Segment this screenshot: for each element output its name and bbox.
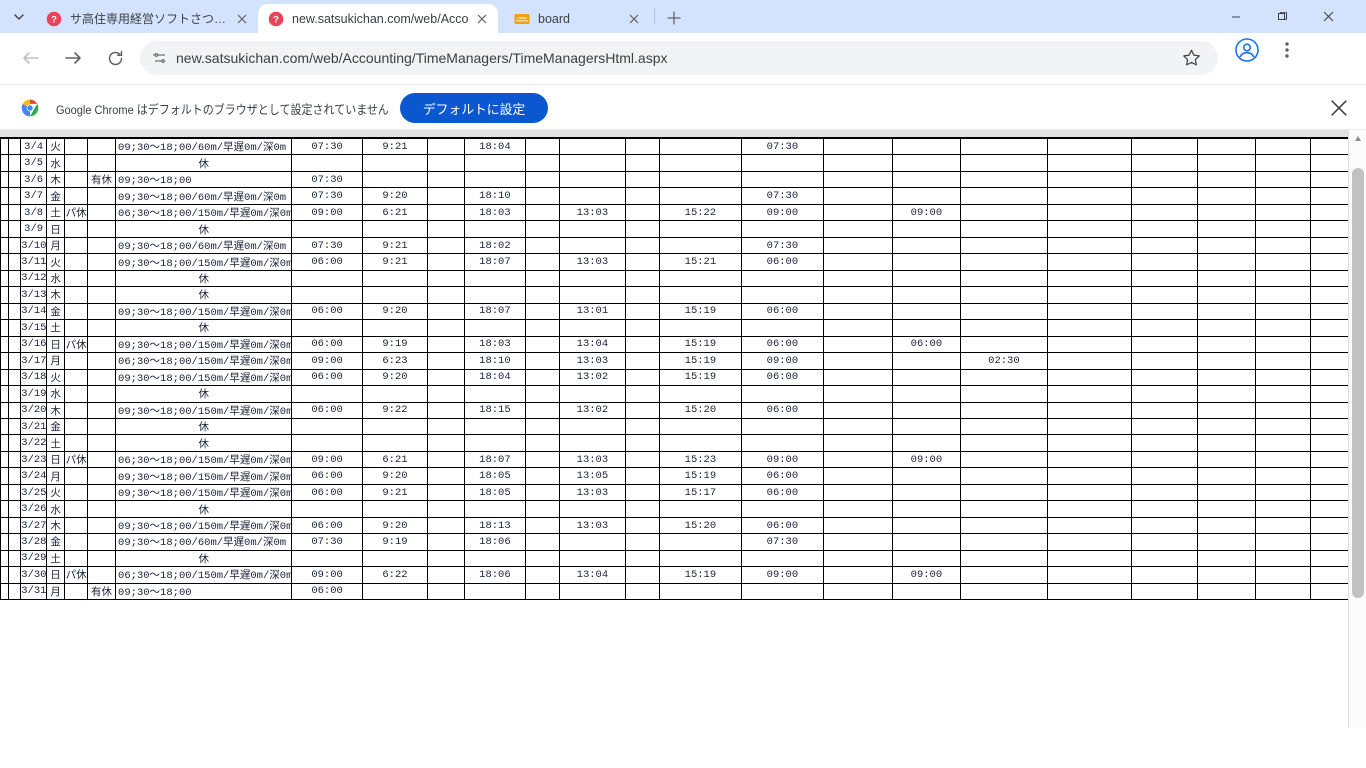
svg-text:?: ? bbox=[273, 14, 279, 25]
svg-text:norm: norm bbox=[518, 16, 527, 20]
svg-text:?: ? bbox=[51, 14, 57, 25]
